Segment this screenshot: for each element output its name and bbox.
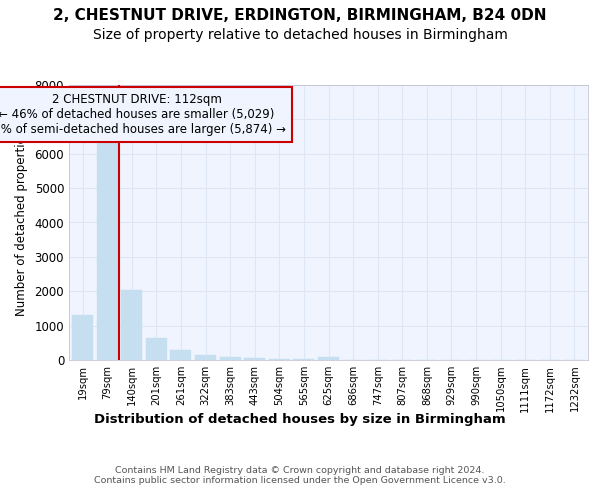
Y-axis label: Number of detached properties: Number of detached properties <box>14 130 28 316</box>
Bar <box>318 356 339 360</box>
Bar <box>244 358 265 360</box>
Bar <box>72 315 93 360</box>
Text: 2, CHESTNUT DRIVE, ERDINGTON, BIRMINGHAM, B24 0DN: 2, CHESTNUT DRIVE, ERDINGTON, BIRMINGHAM… <box>53 8 547 22</box>
Bar <box>269 359 290 360</box>
Bar <box>121 290 142 360</box>
Bar <box>195 355 216 360</box>
Text: Distribution of detached houses by size in Birmingham: Distribution of detached houses by size … <box>94 412 506 426</box>
Text: Size of property relative to detached houses in Birmingham: Size of property relative to detached ho… <box>92 28 508 42</box>
Text: Contains HM Land Registry data © Crown copyright and database right 2024.
Contai: Contains HM Land Registry data © Crown c… <box>94 466 506 485</box>
Bar <box>146 338 167 360</box>
Text: 2 CHESTNUT DRIVE: 112sqm
← 46% of detached houses are smaller (5,029)
53% of sem: 2 CHESTNUT DRIVE: 112sqm ← 46% of detach… <box>0 93 286 136</box>
Bar <box>220 356 241 360</box>
Bar <box>97 133 118 360</box>
Bar <box>170 350 191 360</box>
